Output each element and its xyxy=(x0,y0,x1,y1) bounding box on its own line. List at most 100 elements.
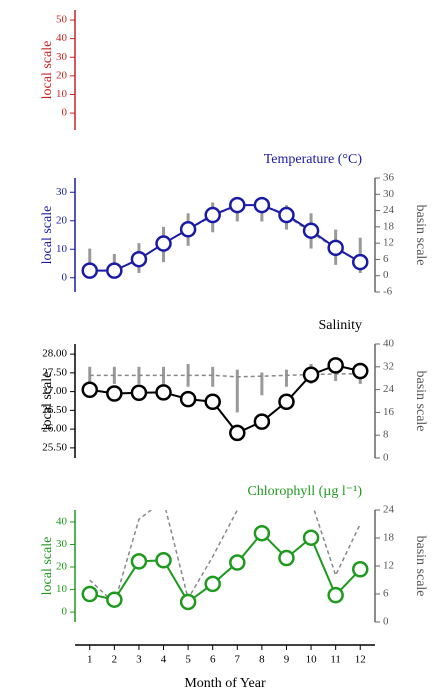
y2-tick-label: 12 xyxy=(383,237,394,249)
point xyxy=(327,586,344,604)
y-tick-label: 28.00 xyxy=(42,348,67,360)
y-tick-label: 27.50 xyxy=(42,366,67,378)
x-tick-label: 7 xyxy=(235,654,241,666)
basin-line xyxy=(89,373,361,378)
y-tick-label: 30 xyxy=(56,186,68,198)
x-tick-label: 8 xyxy=(259,654,265,666)
y2-tick-label: 18 xyxy=(383,220,395,232)
y2-tick-label: 0 xyxy=(383,269,389,281)
y2-tick-label: 24 xyxy=(383,504,395,516)
point xyxy=(229,196,246,214)
point xyxy=(351,561,369,578)
x-tick-label: 1 xyxy=(87,654,93,666)
panel-title: Salinity xyxy=(318,318,362,333)
point xyxy=(81,585,99,603)
y2-tick-label: 8 xyxy=(383,429,389,441)
point xyxy=(179,221,197,238)
x-tick-label: 11 xyxy=(330,654,341,666)
point xyxy=(229,554,246,571)
y-tick-label: 26.50 xyxy=(42,404,67,416)
y-tick-label: 10 xyxy=(56,243,68,255)
y2-tick-label: 0 xyxy=(383,616,389,628)
point xyxy=(204,206,221,224)
y-axis-label: local scale xyxy=(40,372,55,431)
point xyxy=(327,357,344,374)
y-tick-label: 20 xyxy=(56,561,68,573)
point xyxy=(81,262,99,279)
panel-title: Temperature (°C) xyxy=(264,152,363,167)
panel-title: Chlorophyll (µg l⁻¹) xyxy=(247,484,362,499)
basin-line xyxy=(89,510,361,605)
x-tick-label: 9 xyxy=(284,654,290,666)
point xyxy=(204,393,221,410)
point xyxy=(106,591,123,608)
point xyxy=(130,250,148,268)
point xyxy=(106,385,123,402)
point xyxy=(253,524,271,542)
x-tick-label: 4 xyxy=(161,654,167,666)
point xyxy=(253,413,271,430)
y2-tick-label: 16 xyxy=(383,406,395,418)
y2-tick-label: 40 xyxy=(383,338,395,350)
point xyxy=(155,384,172,401)
y-tick-label: 40 xyxy=(56,32,68,44)
y-tick-label: 30 xyxy=(56,538,68,550)
y-axis-label: local scale xyxy=(40,206,55,265)
y-tick-label: 0 xyxy=(62,606,68,618)
y-tick-label: 27.00 xyxy=(42,385,67,397)
y-tick-label: 20 xyxy=(56,69,68,81)
series-line xyxy=(89,204,361,272)
point xyxy=(81,381,99,398)
y2-tick-label: 6 xyxy=(383,253,389,265)
y-axis-label: local scale xyxy=(40,41,55,100)
point xyxy=(278,206,295,224)
y-tick-label: 40 xyxy=(56,515,68,527)
y-tick-label: 20 xyxy=(56,214,68,226)
point xyxy=(278,393,295,410)
point xyxy=(253,196,271,214)
y2-tick-label: 32 xyxy=(383,360,394,372)
y2-tick-label: 30 xyxy=(383,188,395,200)
y2-tick-label: 24 xyxy=(383,383,395,395)
y2-tick-label: -6 xyxy=(383,286,393,298)
point xyxy=(278,549,295,567)
y-tick-label: 10 xyxy=(56,583,68,595)
y2-tick-label: 36 xyxy=(383,172,395,184)
point xyxy=(327,239,344,257)
y2-tick-label: 12 xyxy=(383,560,394,572)
y2-tick-label: 0 xyxy=(383,452,389,464)
x-tick-label: 6 xyxy=(210,654,216,666)
y-tick-label: 25.50 xyxy=(42,441,67,453)
y-tick-label: 0 xyxy=(62,271,68,283)
x-tick-label: 12 xyxy=(355,654,366,666)
point xyxy=(302,222,320,239)
y2-axis-label: basin scale xyxy=(413,370,428,431)
point xyxy=(106,262,123,279)
y2-tick-label: 6 xyxy=(383,588,389,600)
point xyxy=(130,384,148,401)
x-tick-label: 2 xyxy=(112,654,118,666)
point xyxy=(302,366,320,383)
point xyxy=(155,552,172,569)
point xyxy=(302,529,320,546)
point xyxy=(204,575,221,593)
y-tick-label: 10 xyxy=(56,88,68,100)
point xyxy=(351,362,369,380)
point xyxy=(130,553,148,570)
x-tick-label: 3 xyxy=(136,654,142,666)
x-axis-label: Month of Year xyxy=(184,676,266,691)
y2-axis-label: basin scale xyxy=(413,204,428,265)
point xyxy=(179,390,197,408)
point xyxy=(229,424,246,442)
y2-axis-label: basin scale xyxy=(413,535,428,596)
y-tick-label: 50 xyxy=(56,14,68,26)
point xyxy=(179,593,197,611)
y-axis-label: local scale xyxy=(40,537,55,596)
y-tick-label: 26.00 xyxy=(42,423,67,435)
point xyxy=(351,253,369,271)
x-tick-label: 5 xyxy=(185,654,191,666)
y2-tick-label: 24 xyxy=(383,204,395,216)
point xyxy=(155,235,172,252)
